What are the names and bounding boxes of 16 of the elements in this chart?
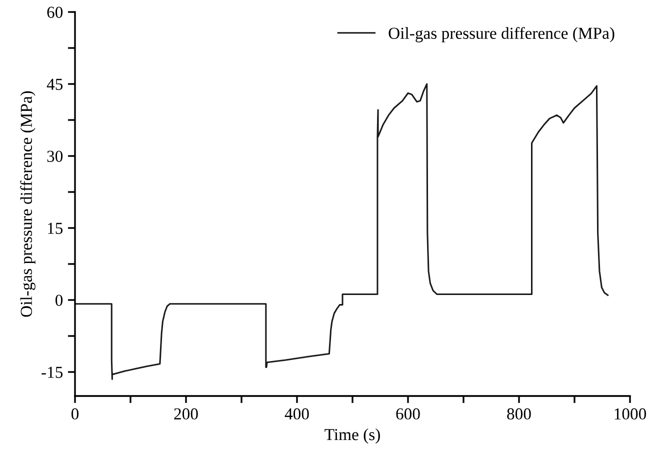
y-tick-label: 0 (55, 294, 63, 306)
x-tick-label: 0 (71, 408, 79, 420)
x-tick-label: 1000 (614, 408, 646, 420)
y-tick-label: -15 (42, 366, 63, 378)
y-tick-label: 45 (46, 78, 63, 90)
y-tick-label: 30 (47, 150, 63, 162)
x-tick-label: 800 (507, 408, 531, 420)
x-axis-title: Time (s) (324, 428, 380, 444)
y-tick-label: 60 (47, 6, 63, 18)
line-series (75, 83, 609, 380)
x-tick-label: 400 (284, 408, 309, 420)
y-tick-label: 15 (48, 222, 63, 234)
x-tick-label: 600 (396, 408, 420, 420)
x-tick-label: 200 (174, 408, 198, 420)
legend-label: Oil-gas pressure difference (MPa) (388, 27, 614, 42)
y-axis-title: Oil-gas pressure difference (MPa) (20, 91, 36, 317)
